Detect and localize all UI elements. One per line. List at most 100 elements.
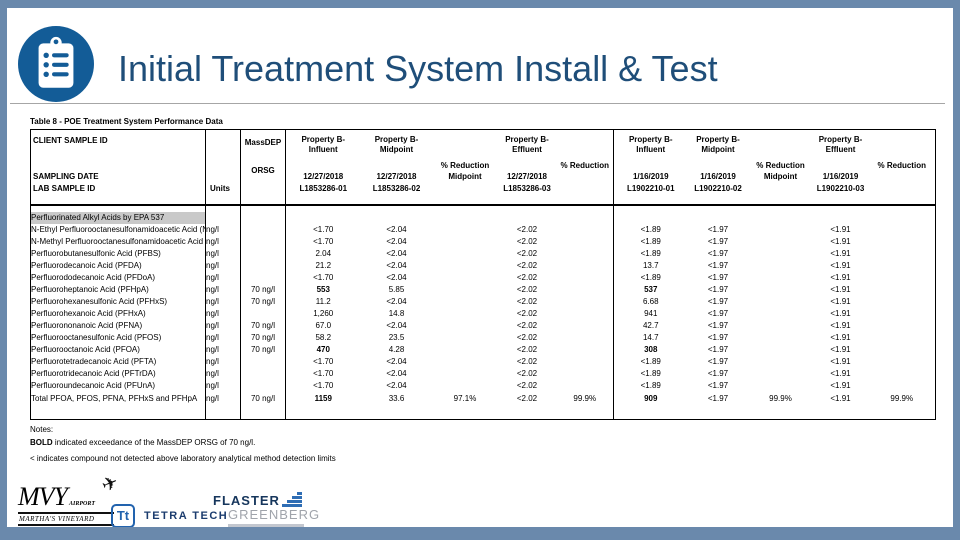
value-cell: <1.97 xyxy=(707,321,729,330)
compound-row: Perfluorononanoic Acid (PFNA) ng/l 70 ng/l… xyxy=(30,320,936,332)
value-cell: <1.91 xyxy=(830,225,851,234)
compound-row: Perfluorohexanoic Acid (PFHxA) ng/l 1,260 1… xyxy=(30,308,936,320)
value-cell: <2.02 xyxy=(516,369,538,378)
tetra-tech-name: TETRA TECH xyxy=(144,510,229,522)
value-cell: <1.89 xyxy=(640,225,661,234)
orsg-cell: 70 ng/l xyxy=(240,392,286,406)
value-cell xyxy=(869,320,936,332)
value-cell xyxy=(869,296,936,308)
table-body: Perfluorinated Alkyl Acids by EPA 537 N-E… xyxy=(30,205,936,419)
value-cell: <2.02 xyxy=(516,394,538,403)
value-cell xyxy=(869,332,936,344)
value-cell: <1.91 xyxy=(830,297,851,306)
value-cell xyxy=(433,296,498,308)
value-cell: 11.2 xyxy=(315,297,331,306)
compound-row: Perfluoroheptanoic Acid (PFHpA) ng/l 70 ng… xyxy=(30,284,936,296)
performance-table-wrap: Table 8 - POE Treatment System Performan… xyxy=(30,117,936,420)
compound-row: Perfluorotetradecanoic Acid (PFTA) ng/l <1… xyxy=(30,356,936,368)
value-cell: <2.02 xyxy=(516,345,538,354)
value-cell: <1.91 xyxy=(830,345,851,354)
value-cell: <1.91 xyxy=(830,309,851,318)
value-cell xyxy=(749,344,813,356)
mvy-airport-text: AIRPORT xyxy=(69,501,96,507)
value-cell: <1.97 xyxy=(707,309,729,318)
value-cell: 14.7 xyxy=(642,333,659,342)
units-cell: ng/l xyxy=(205,332,241,344)
compound-label: Perfluorodecanoic Acid (PFDA) xyxy=(30,260,206,272)
compound-label: Perfluorohexanesulfonic Acid (PFHxS) xyxy=(30,296,206,308)
value-cell xyxy=(749,260,813,272)
value-cell xyxy=(433,272,498,284)
value-cell xyxy=(869,284,936,296)
table-header-row: CLIENT SAMPLE ID SAMPLING DATE LAB SAMPL… xyxy=(30,129,936,206)
compound-row: N-Methyl Perfluorooctanesulfonamidoaceti… xyxy=(30,236,936,248)
value-cell xyxy=(556,224,614,236)
header-sample-group-cell: Property B- Effluent 1/16/2019 L1902210-03 xyxy=(812,129,869,206)
compound-row: N-Ethyl Perfluorooctanesulfonamidoacetic… xyxy=(30,224,936,236)
header-sample-group-cell: Property B- Influent 12/27/2018 L1853286-01 xyxy=(285,129,361,206)
orsg-cell xyxy=(240,308,286,320)
massdep-label: MassDEP xyxy=(244,138,282,147)
header-reduction-cell: % Reduction Midpoint xyxy=(432,129,498,206)
value-cell xyxy=(749,248,813,260)
value-cell: <1.91 xyxy=(830,249,851,258)
value-cell: 537 xyxy=(644,285,658,294)
value-cell xyxy=(869,368,936,380)
value-cell: <2.02 xyxy=(516,357,538,366)
value-cell xyxy=(749,368,813,380)
section-row: Perfluorinated Alkyl Acids by EPA 537 xyxy=(30,212,936,224)
value-cell: <1.97 xyxy=(707,333,729,342)
value-cell: 5.85 xyxy=(388,285,405,294)
lab-sample-id-label: LAB SAMPLE ID xyxy=(33,184,96,193)
spacer-row xyxy=(30,205,936,212)
value-cell xyxy=(869,236,936,248)
units-cell: ng/l xyxy=(205,272,241,284)
value-cell: 33.6 xyxy=(388,394,405,403)
value-cell: <1.91 xyxy=(830,285,851,294)
total-row: Total PFOA, PFOS, PFNA, PFHxS and PFHpA n… xyxy=(30,392,936,406)
flaster-text: FLASTER xyxy=(213,493,280,508)
value-cell: <2.04 xyxy=(386,321,407,330)
compound-label: Perfluorononanoic Acid (PFNA) xyxy=(30,320,206,332)
compound-row: Perfluorooctanoic Acid (PFOA) ng/l 70 ng/l… xyxy=(30,344,936,356)
compound-label: Perfluorotridecanoic Acid (PFTrDA) xyxy=(30,368,206,380)
orsg-cell xyxy=(240,236,286,248)
value-cell xyxy=(433,356,498,368)
units-cell: ng/l xyxy=(205,248,241,260)
value-cell xyxy=(556,272,614,284)
value-cell: <1.70 xyxy=(313,225,334,234)
value-cell xyxy=(749,236,813,248)
value-cell: 67.0 xyxy=(315,321,332,330)
value-cell: <1.97 xyxy=(707,381,729,390)
value-cell: <2.02 xyxy=(516,261,538,270)
value-cell: <1.97 xyxy=(707,345,729,354)
value-cell: <1.97 xyxy=(707,285,729,294)
marthas-vineyard-text: MARTHA'S VINEYARD xyxy=(18,512,114,526)
value-cell xyxy=(556,248,614,260)
flaster-tagline xyxy=(228,524,304,527)
orsg-cell xyxy=(240,224,286,236)
value-cell: <1.91 xyxy=(830,357,851,366)
header-reduction-cell: % Reduction xyxy=(556,129,614,206)
compound-row: Perfluorotridecanoic Acid (PFTrDA) ng/l <1… xyxy=(30,368,936,380)
greenberg-text: GREENBERG xyxy=(228,507,321,522)
table-title: Table 8 - POE Treatment System Performan… xyxy=(30,117,223,126)
value-cell xyxy=(749,308,813,320)
orsg-cell xyxy=(240,272,286,284)
value-cell: 1,260 xyxy=(313,309,334,318)
value-cell: 909 xyxy=(644,394,658,403)
value-cell: <2.04 xyxy=(386,369,407,378)
header-sample-group-cell: Property B- Influent 1/16/2019 L1902210-01 xyxy=(613,129,688,206)
value-cell xyxy=(749,332,813,344)
value-cell: 99.9% xyxy=(769,394,792,403)
value-cell xyxy=(433,248,498,260)
value-cell: <2.02 xyxy=(516,285,538,294)
value-cell: <1.70 xyxy=(313,237,334,246)
value-cell xyxy=(433,380,498,392)
units-cell: ng/l xyxy=(205,224,241,236)
value-cell xyxy=(869,260,936,272)
value-cell: <2.02 xyxy=(516,273,538,282)
value-cell: <1.97 xyxy=(707,357,729,366)
filler-row xyxy=(30,406,936,419)
value-cell xyxy=(749,296,813,308)
